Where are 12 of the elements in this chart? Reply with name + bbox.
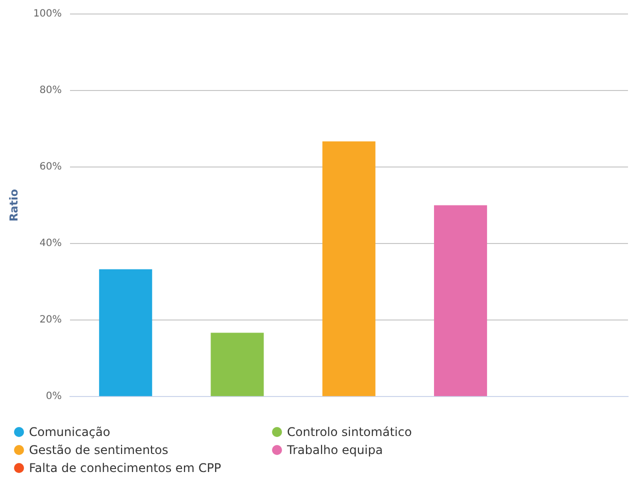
legend-label: Controlo sintomático [287,425,412,439]
y-axis-title: Ratio [7,188,20,222]
y-tick-label: 80% [40,85,62,96]
y-tick-label: 20% [40,314,62,326]
y-tick-label: 100% [33,8,62,20]
y-tick-label: 0% [46,391,62,402]
legend-label: Gestão de sentimentos [29,443,168,457]
y-tick-label: 40% [40,238,62,250]
legend-label: Trabalho equipa [287,443,383,457]
legend-label: Comunicação [29,425,110,439]
legend-label: Falta de conhecimentos em CPP [29,461,222,475]
y-tick-label: 60% [40,162,62,173]
